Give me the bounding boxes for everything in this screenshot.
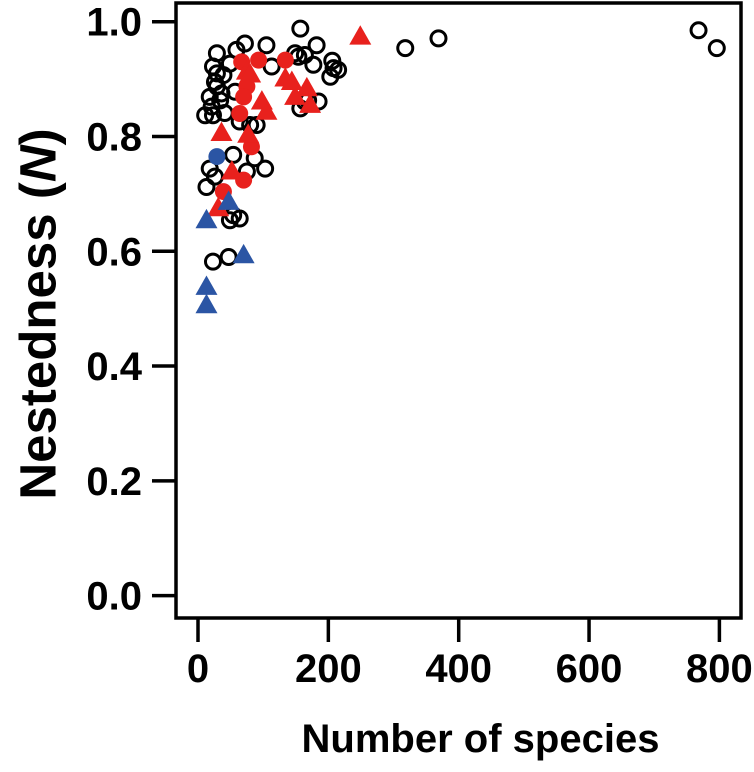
data-point-circle: [208, 148, 226, 166]
x-tick-label: 600: [556, 647, 623, 691]
x-tick-label: 0: [187, 647, 209, 691]
data-point-circle: [321, 67, 340, 86]
y-tick-label: 1.0: [86, 1, 142, 45]
x-tick-label: 400: [425, 647, 492, 691]
data-point-triangle: [207, 196, 230, 217]
data-point-circle: [212, 84, 231, 103]
y-tick-label: 0.0: [86, 575, 142, 619]
data-point-circle: [257, 36, 276, 55]
data-point-circle: [256, 159, 275, 178]
data-point-triangle: [195, 275, 218, 295]
data-point-triangle: [284, 85, 307, 105]
y-tick-label: 0.6: [86, 230, 142, 274]
data-point-circle: [307, 36, 326, 55]
data-point-circle: [203, 252, 222, 271]
data-point-circle: [247, 116, 266, 135]
data-point-circle: [707, 39, 726, 58]
data-point-triangle: [349, 25, 372, 45]
y-tick-label: 0.4: [86, 345, 142, 389]
data-point-triangle: [299, 93, 322, 113]
data-point-triangle: [210, 121, 233, 142]
data-point-triangle: [220, 160, 243, 180]
series-red-filled-triangles: [207, 25, 372, 217]
y-tick-label: 0.8: [86, 115, 142, 159]
data-point-circle: [396, 39, 415, 58]
data-point-circle: [230, 209, 249, 228]
data-point-circle: [291, 19, 310, 38]
data-point-triangle: [217, 190, 240, 210]
x-tick-label: 200: [295, 647, 362, 691]
data-point-triangle: [280, 70, 303, 90]
data-point-circle: [235, 88, 253, 106]
x-axis-title: Number of species: [301, 717, 660, 761]
data-point-circle: [429, 29, 448, 48]
data-point-circle: [203, 106, 222, 125]
data-point-triangle: [195, 293, 218, 314]
y-axis-title: Nestedness (N): [9, 128, 68, 499]
data-point-circle: [197, 177, 216, 196]
y-axis-title-italic-n: N: [9, 145, 67, 183]
data-point-circle: [276, 51, 294, 69]
series-black-open-circles: [196, 19, 726, 271]
data-point-triangle: [195, 208, 218, 229]
data-point-triangle: [232, 243, 255, 264]
data-point-circle: [220, 211, 239, 230]
data-point-circle: [219, 247, 238, 266]
x-tick-label: 800: [686, 647, 753, 691]
y-axis-title-text: Nestedness (: [9, 182, 67, 500]
data-point-triangle: [295, 76, 318, 97]
series-blue-filled-circles: [208, 148, 226, 166]
y-tick-label: 0.2: [86, 460, 142, 504]
data-point-circle: [196, 106, 215, 125]
data-point-circle: [200, 87, 219, 106]
data-point-circle: [231, 105, 249, 123]
data-point-circle: [689, 21, 708, 40]
y-axis-title-close-paren: ): [9, 128, 67, 146]
series-blue-filled-triangles: [195, 190, 255, 314]
data-point-circle: [304, 55, 323, 74]
data-point-triangle: [255, 100, 278, 120]
data-point-circle: [250, 51, 268, 69]
data-point-triangle: [237, 123, 260, 143]
data-point-circle: [224, 145, 243, 164]
data-point-triangle: [239, 63, 262, 83]
